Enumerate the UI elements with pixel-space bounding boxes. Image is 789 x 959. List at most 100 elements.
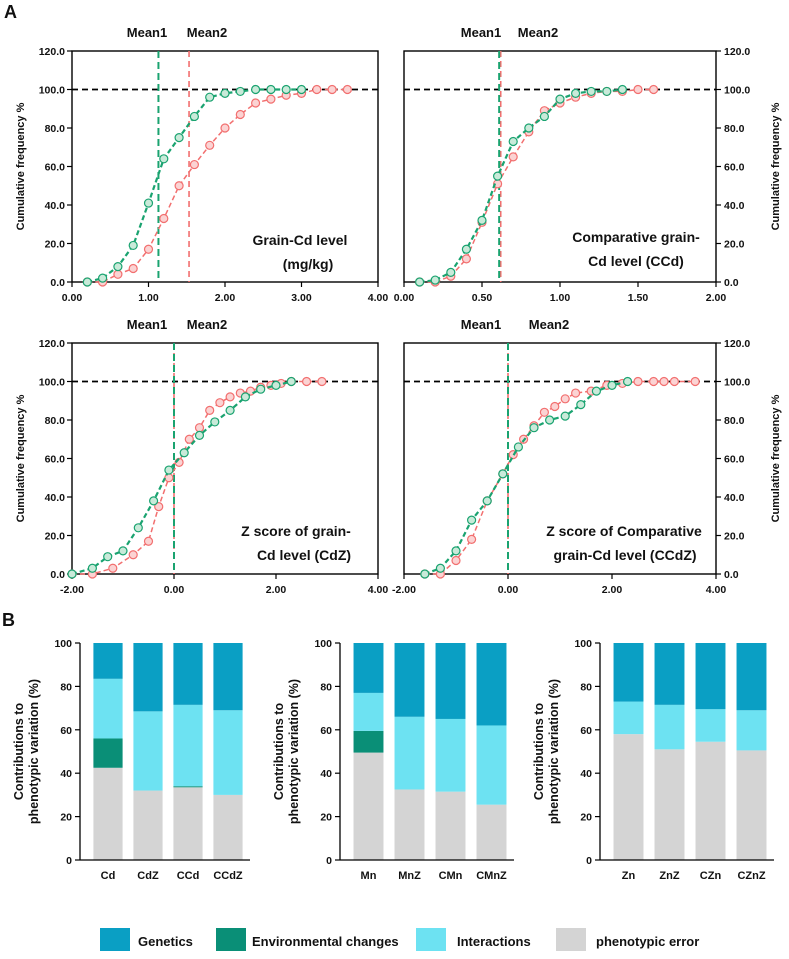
bar-segment-phenotypic-error — [736, 750, 767, 860]
bar-segment-phenotypic-error — [353, 752, 384, 860]
data-point-1 — [87, 563, 98, 573]
bar-segment-genetics — [133, 643, 163, 712]
x-tick-label: Mn — [361, 870, 377, 882]
data-point-1 — [189, 111, 199, 122]
legend-item-phenotypic-error: phenotypic error — [556, 928, 699, 951]
bar-segment-phenotypic-error — [93, 767, 123, 860]
mean-label-2: Mean2 — [529, 317, 569, 332]
data-point-2 — [225, 392, 235, 402]
y-tick-label: 100.0 — [39, 377, 65, 389]
x-tick-label: 0.00 — [164, 584, 185, 596]
bar-chart-zn-contributions: Zn ZnZ CZn CZnZ 0 20 40 60 80 100 Contributions to… — [532, 638, 774, 882]
x-tick-label: Zn — [622, 870, 636, 882]
y-tick-label: 40 — [320, 768, 332, 780]
bar-segment-interactions — [93, 678, 123, 739]
data-point-1 — [118, 546, 128, 556]
data-point-1 — [607, 380, 617, 390]
data-point-1 — [296, 84, 307, 95]
data-point-1 — [67, 569, 77, 579]
data-point-1 — [194, 430, 205, 440]
data-point-2 — [205, 405, 215, 415]
data-point-2 — [143, 536, 154, 546]
data-point-1 — [164, 465, 174, 475]
y-tick-label: 40.0 — [724, 492, 745, 504]
data-point-2 — [215, 398, 225, 408]
data-point-1 — [446, 267, 456, 277]
x-tick-label: 2.00 — [602, 584, 623, 596]
data-point-1 — [113, 262, 123, 272]
y-tick-label: 100.0 — [39, 85, 65, 97]
data-point-1 — [251, 84, 261, 95]
x-tick-label: 1.50 — [628, 292, 649, 304]
data-point-1 — [435, 563, 445, 573]
x-tick-label: 2.00 — [215, 292, 236, 304]
x-tick-label: 2.00 — [706, 292, 727, 304]
data-point-1 — [149, 496, 159, 506]
y-tick-label: 40 — [580, 768, 592, 780]
y-tick-label: 100.0 — [724, 377, 750, 389]
data-point-2 — [560, 394, 570, 404]
x-tick-label: 0.50 — [472, 292, 493, 304]
data-point-2 — [266, 94, 276, 104]
x-tick-label: CCdZ — [213, 870, 243, 882]
y-tick-label: 80 — [320, 681, 332, 693]
mean-label-2: Mean2 — [518, 25, 558, 40]
bar-segment-genetics — [476, 643, 507, 726]
y-axis-title-line: phenotypic variation (%) — [27, 679, 41, 824]
x-tick-label: 0.00 — [62, 292, 83, 304]
data-point-1 — [235, 86, 245, 97]
data-point-1 — [508, 136, 518, 147]
data-point-1 — [617, 84, 628, 95]
y-tick-label: 80 — [580, 681, 592, 693]
y-tick-label: 60.0 — [45, 454, 66, 466]
legend-item-environmental: Environmental changes — [216, 928, 399, 951]
chart-annotation-line: (mg/kg) — [283, 256, 334, 272]
data-point-2 — [128, 550, 138, 560]
x-tick-label: CZn — [700, 870, 722, 882]
chart-annotation-line: Comparative grain- — [572, 229, 700, 245]
y-tick-label: 0 — [66, 855, 72, 867]
data-point-1 — [524, 123, 534, 133]
plot-frame — [71, 342, 379, 575]
x-tick-label: CZnZ — [737, 870, 765, 882]
data-point-2 — [327, 84, 337, 95]
data-point-1 — [210, 417, 220, 427]
y-tick-label: 80.0 — [724, 415, 745, 427]
bar-segment-environmental-changes — [173, 786, 203, 788]
bar-segment-phenotypic-error — [213, 794, 243, 860]
bar-segment-phenotypic-error — [133, 790, 163, 860]
bar-segment-genetics — [613, 643, 644, 702]
y-axis-title-line: phenotypic variation (%) — [547, 679, 561, 824]
y-tick-label: 20 — [60, 812, 72, 824]
bar-segment-genetics — [213, 643, 243, 711]
data-point-2 — [550, 401, 560, 412]
y-tick-label: 60.0 — [724, 162, 745, 174]
bar-segment-phenotypic-error — [394, 789, 425, 860]
data-point-1 — [482, 496, 492, 506]
y-tick-label: 120.0 — [39, 338, 65, 350]
legend-swatch-genetics — [100, 928, 130, 951]
y-tick-label: 0.0 — [724, 569, 739, 581]
data-point-1 — [128, 240, 138, 251]
bar-segment-interactions — [394, 716, 425, 790]
data-point-2 — [205, 140, 215, 150]
data-point-1 — [179, 448, 189, 458]
x-tick-label: 1.00 — [138, 292, 159, 304]
data-point-2 — [659, 376, 669, 387]
y-tick-label: 80 — [60, 681, 72, 693]
plot-frame — [403, 50, 717, 283]
data-point-1 — [586, 86, 596, 97]
x-tick-label: MnZ — [398, 870, 421, 882]
legend: Genetics Environmental changes Interacti… — [100, 928, 699, 951]
y-tick-label: 80.0 — [724, 123, 745, 135]
chart-annotation-line: Cd level (CdZ) — [257, 547, 351, 563]
data-point-2 — [108, 563, 118, 573]
data-point-2 — [251, 98, 261, 108]
y-tick-label: 20 — [580, 812, 592, 824]
data-point-1 — [622, 376, 633, 387]
x-tick-label: Cd — [101, 870, 116, 882]
bar-segment-environmental-changes — [353, 730, 384, 753]
bar-segment-interactions — [213, 710, 243, 795]
series-line-2 — [424, 380, 696, 575]
